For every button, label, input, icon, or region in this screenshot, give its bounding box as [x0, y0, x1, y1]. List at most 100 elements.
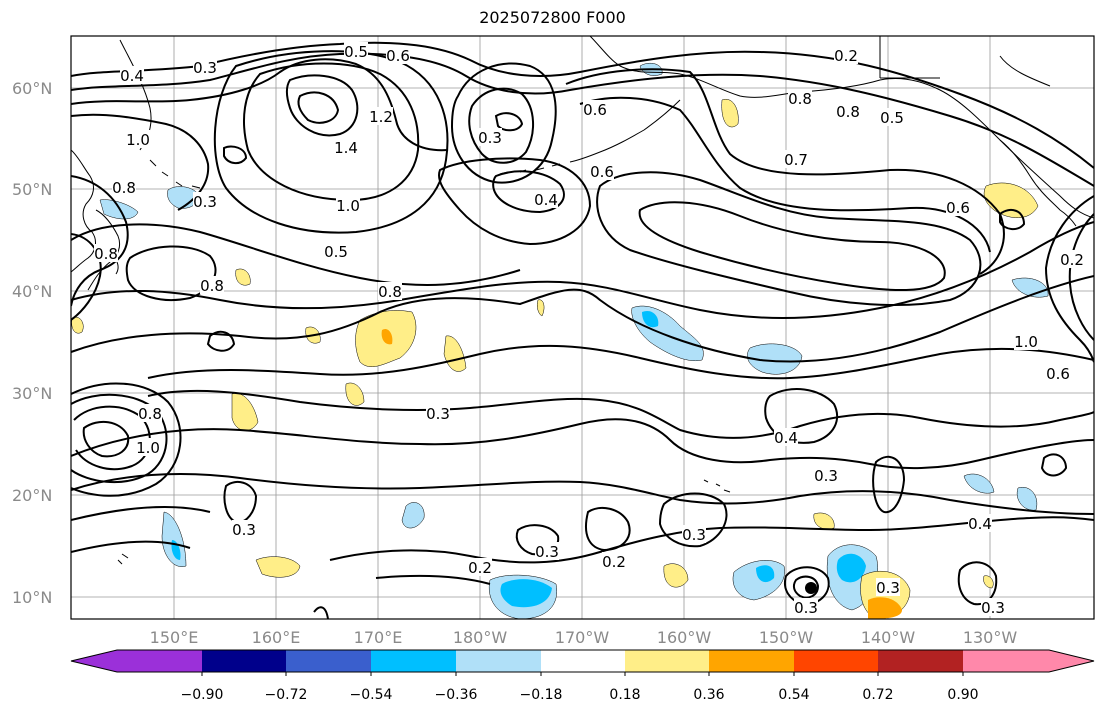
contour-line	[957, 561, 998, 606]
colorbar: −0.90 −0.72 −0.54 −0.36 −0.18 0.18 0.36 0.54 0.7…	[70, 649, 1095, 703]
colorbar-segment	[709, 650, 794, 672]
contour-line	[494, 112, 524, 132]
contour-line	[223, 480, 258, 524]
contour-label: 1.4	[334, 139, 358, 157]
lon-tick-label: 150°E	[150, 628, 199, 647]
shade-pos-shallow	[983, 575, 994, 589]
contour-label: 0.3	[981, 599, 1005, 617]
shade-neg-mid	[836, 553, 866, 583]
contour-label-bg	[590, 162, 614, 180]
colorbar-segment	[878, 650, 963, 672]
contour-label: 1.0	[126, 131, 150, 149]
contour-label-bg	[324, 242, 348, 260]
contour-line	[71, 113, 210, 211]
contour-line	[375, 575, 491, 585]
contour-line	[223, 145, 248, 164]
contour-line	[82, 420, 130, 458]
contour-label-bg	[968, 514, 992, 532]
contour-line	[1040, 453, 1068, 477]
lat-tick-label: 40°N	[12, 282, 52, 301]
contour-label-bg	[126, 130, 150, 148]
contour-label-bg	[981, 598, 1005, 616]
contour-label: 0.8	[200, 277, 224, 295]
contour-label: 0.2	[602, 553, 626, 571]
contour-label-bg	[94, 244, 118, 262]
shade-neg-mid	[171, 540, 181, 560]
contour-label-bg	[535, 542, 559, 560]
coastline-aleutians	[499, 99, 681, 175]
contour-label: 0.2	[1060, 251, 1084, 269]
contour-label: 1.0	[136, 439, 160, 457]
contour-label-bg	[193, 192, 217, 210]
coastline-wake	[117, 553, 129, 565]
contour-line	[329, 516, 1094, 564]
contour-label: 0.5	[344, 43, 368, 61]
contour-line	[492, 170, 565, 214]
contour-label-bg	[682, 525, 706, 543]
contour-label-bg	[834, 46, 858, 64]
latitude-labels: 60°N 50°N 40°N 30°N 20°N 10°N	[12, 79, 52, 607]
shade-pos-mid	[868, 597, 902, 619]
contour-lines	[71, 41, 1094, 619]
contour-label-bg	[774, 428, 798, 446]
contour-label: 0.3	[232, 521, 256, 539]
contour-line	[999, 208, 1026, 230]
lon-tick-label: 170°E	[354, 628, 403, 647]
contour-label: 1.0	[1014, 333, 1038, 351]
lat-tick-label: 10°N	[12, 588, 52, 607]
contour-line	[596, 171, 982, 307]
contour-line	[297, 91, 340, 124]
contour-line	[450, 62, 557, 184]
shade-neg-shallow	[1016, 486, 1038, 511]
coastline-hawaii	[703, 479, 731, 493]
contour-line	[71, 505, 211, 521]
colorbar-segment	[371, 650, 456, 672]
contour-label: 0.8	[138, 405, 162, 423]
contour-label-bg	[1046, 364, 1070, 382]
contour-line	[71, 233, 102, 321]
contour-label: 0.8	[378, 283, 402, 301]
coastline-alaska	[589, 36, 1094, 219]
shade-pos-shallow	[663, 563, 689, 588]
shade-neg-shallow	[963, 473, 995, 494]
colorbar-tick-label: 0.18	[609, 687, 640, 703]
contour-label: 0.8	[94, 245, 118, 263]
lat-tick-label: 50°N	[12, 180, 52, 199]
longitude-labels: 150°E 160°E 170°E 180°W 170°W 160°W 150°W 140°W…	[150, 628, 1018, 647]
contour-line	[71, 275, 1094, 363]
contour-line	[638, 201, 946, 292]
contour-line	[71, 175, 129, 307]
contour-label: 1.2	[369, 108, 393, 126]
contour-line	[286, 74, 359, 137]
colorbar-segment	[541, 650, 625, 672]
contour-label-bg	[334, 138, 358, 156]
contour-label-bg	[534, 190, 558, 208]
lat-tick-label: 60°N	[12, 79, 52, 98]
contour-label: 0.8	[788, 90, 812, 108]
colorbar-tick-label: −0.36	[435, 687, 478, 703]
lat-tick-label: 20°N	[12, 486, 52, 505]
map-title: 2025072800 F000	[479, 8, 626, 27]
lon-tick-label: 140°W	[861, 628, 916, 647]
contour-line	[1068, 213, 1094, 341]
contour-label: 0.8	[112, 179, 136, 197]
low-center-marker	[805, 582, 817, 594]
contour-line	[71, 58, 449, 152]
shade-pos-shallow	[231, 392, 259, 431]
contour-line	[71, 393, 168, 484]
shade-pos-shallow	[813, 512, 835, 530]
contour-label-bg	[386, 46, 410, 64]
contour-label-bg	[1014, 332, 1038, 350]
contour-line	[71, 540, 191, 553]
contour-line	[206, 330, 236, 352]
contour-label-bg	[232, 520, 256, 538]
contour-label: 0.3	[682, 526, 706, 544]
contour-label-bg	[193, 58, 217, 76]
contour-label-bg	[344, 42, 368, 60]
shade-pos-shallow	[536, 299, 545, 317]
contour-line	[792, 575, 820, 599]
coastline-bc	[999, 139, 1077, 227]
contour-label: 0.3	[478, 129, 502, 147]
lon-tick-label: 180°W	[453, 628, 508, 647]
lon-tick-label: 160°W	[657, 628, 712, 647]
